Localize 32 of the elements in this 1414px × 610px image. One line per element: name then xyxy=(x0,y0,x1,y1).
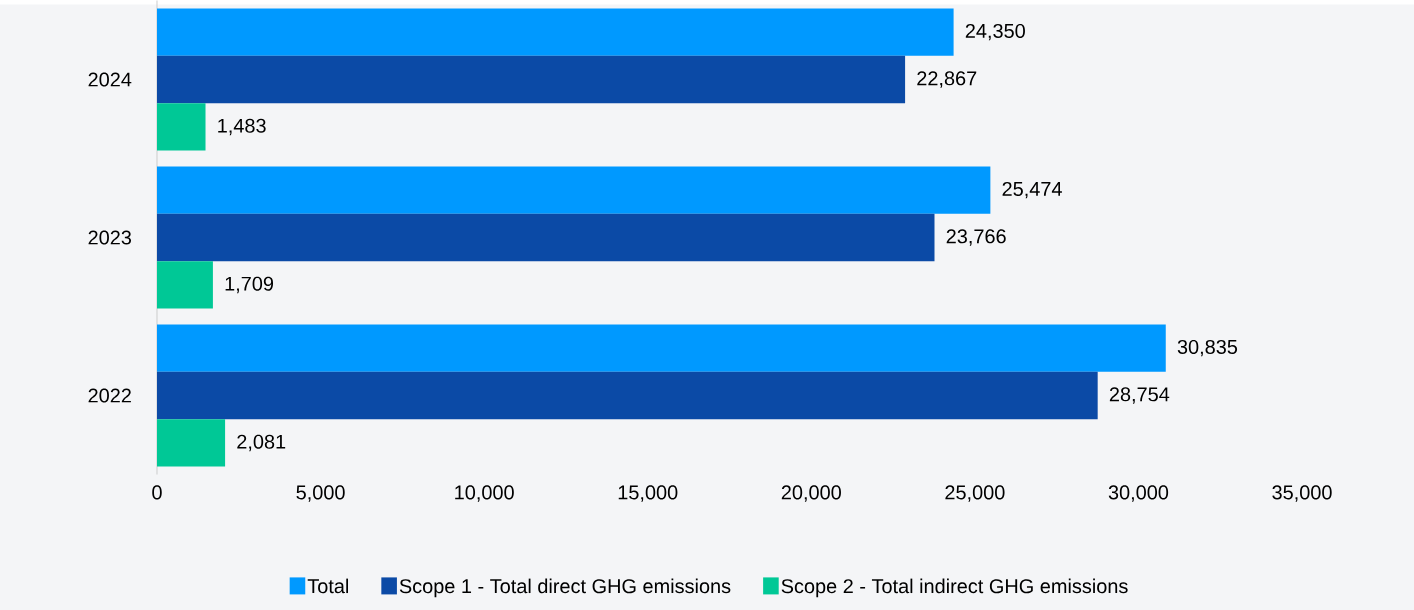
bar xyxy=(157,418,226,467)
bar xyxy=(157,166,991,214)
data-label: 1,483 xyxy=(218,118,266,135)
data-label: 1,709 xyxy=(225,276,274,293)
x-tick-label: 20,000 xyxy=(781,485,841,502)
x-tick-label: 10,000 xyxy=(455,485,514,502)
x-tick-label: 30,000 xyxy=(1108,485,1169,502)
data-label: 28,754 xyxy=(1109,387,1170,404)
x-tick-label: 35,000 xyxy=(1272,485,1332,502)
x-tick-label: 0 xyxy=(152,485,162,500)
data-label: 23,766 xyxy=(946,229,1006,246)
data-label: 2,081 xyxy=(237,434,286,451)
x-tick-label: 5,000 xyxy=(296,485,345,502)
bar xyxy=(157,213,935,261)
y-tick-label: 2024 xyxy=(88,72,132,87)
legend-label: Scope 2 - Total indirect GHG emissions xyxy=(781,578,1128,597)
x-tick-label: 25,000 xyxy=(945,485,1005,502)
data-label: 22,867 xyxy=(917,71,977,88)
y-tick-label: 2023 xyxy=(88,230,132,245)
bar xyxy=(157,102,206,151)
data-label: 24,350 xyxy=(965,23,1025,41)
bar xyxy=(157,324,1166,372)
bar xyxy=(157,8,954,56)
data-label: 25,474 xyxy=(1002,181,1062,199)
bar xyxy=(157,371,1098,419)
legend-label: Total xyxy=(307,578,349,593)
bar xyxy=(157,55,906,103)
x-tick-label: 15,000 xyxy=(618,485,678,502)
bar xyxy=(157,260,213,309)
legend-label: Scope 1 - Total direct GHG emissions xyxy=(399,578,731,597)
y-tick-label: 2022 xyxy=(88,388,131,403)
data-label: 30,835 xyxy=(1177,339,1238,357)
